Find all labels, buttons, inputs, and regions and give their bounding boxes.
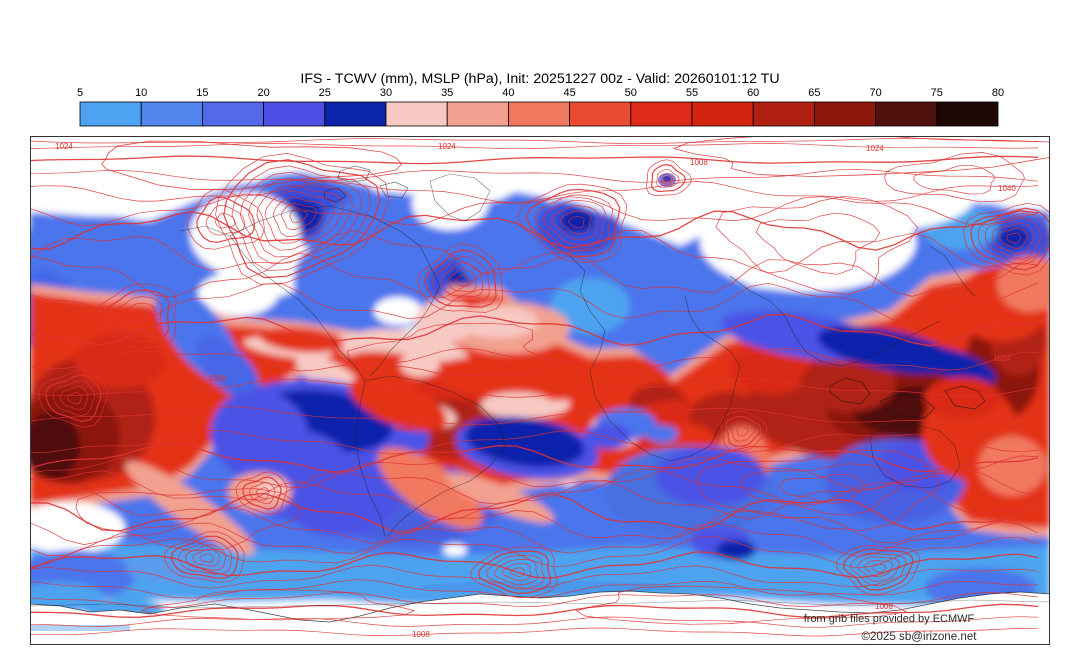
svg-text:1024: 1024 (993, 354, 1011, 363)
svg-text:1024: 1024 (438, 142, 456, 151)
svg-text:80: 80 (992, 87, 1004, 99)
svg-text:5: 5 (77, 87, 83, 99)
svg-text:25: 25 (319, 87, 331, 99)
svg-text:40: 40 (502, 87, 514, 99)
svg-text:IFS - TCWV (mm), MSLP (hPa), I: IFS - TCWV (mm), MSLP (hPa), Init: 20251… (300, 71, 779, 87)
svg-text:1008: 1008 (208, 374, 226, 383)
svg-text:1008: 1008 (875, 602, 893, 611)
svg-text:30: 30 (380, 87, 392, 99)
svg-text:1008: 1008 (394, 424, 412, 433)
svg-text:15: 15 (196, 87, 208, 99)
svg-text:from grib files provided by EC: from grib files provided by ECMWF (804, 613, 975, 625)
svg-text:45: 45 (563, 87, 575, 99)
svg-text:75: 75 (931, 87, 943, 99)
svg-text:35: 35 (441, 87, 453, 99)
svg-text:1024: 1024 (55, 142, 73, 151)
svg-text:1008: 1008 (412, 630, 430, 639)
svg-text:©2025 sb@irizone.net: ©2025 sb@irizone.net (861, 630, 977, 643)
svg-text:65: 65 (808, 87, 820, 99)
svg-text:20: 20 (257, 87, 269, 99)
svg-text:1024: 1024 (866, 144, 884, 153)
svg-text:60: 60 (747, 87, 759, 99)
svg-text:1040: 1040 (998, 184, 1016, 193)
svg-text:55: 55 (686, 87, 698, 99)
svg-text:70: 70 (869, 87, 881, 99)
svg-text:1008: 1008 (690, 158, 708, 167)
svg-text:50: 50 (625, 87, 637, 99)
svg-text:10: 10 (135, 87, 147, 99)
